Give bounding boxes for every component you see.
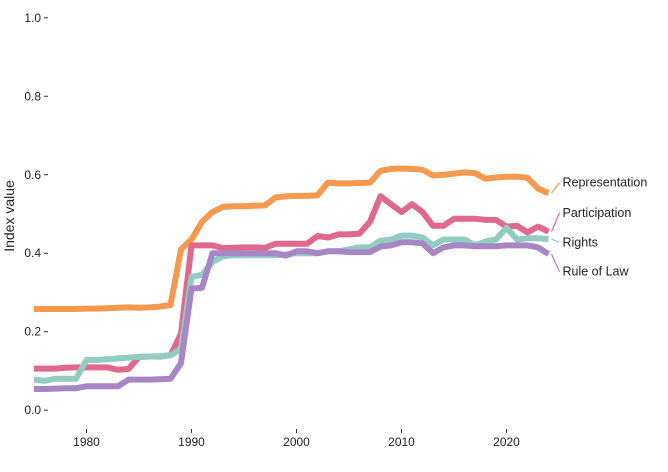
series-label-representation: Representation	[563, 176, 648, 190]
label-leader-representation	[551, 182, 560, 194]
x-tick-label: 2010	[388, 435, 415, 449]
y-tick-label: 0.8	[24, 89, 41, 103]
label-leader-participation	[550, 212, 561, 232]
x-tick-label: 2000	[283, 435, 310, 449]
y-tick-label: 0.6	[24, 168, 41, 182]
y-tick-label: 0.4	[24, 246, 41, 260]
x-tick-label: 1980	[73, 435, 100, 449]
label-leader-rights	[551, 238, 560, 243]
y-tick-label: 0.0	[24, 403, 41, 417]
series-layer	[33, 165, 551, 392]
series-label-rights: Rights	[563, 235, 598, 249]
x-tick-label: 1990	[178, 435, 205, 449]
series-line-representation	[34, 165, 550, 312]
series-label-participation: Participation	[563, 206, 632, 220]
series-line-participation	[34, 193, 550, 373]
label-leader-rule-of-law	[550, 253, 561, 272]
x-tick-label: 2020	[493, 435, 520, 449]
series-labels: Representation Participation Rights Rule of…	[550, 176, 648, 279]
y-tick-label: 0.2	[24, 325, 41, 339]
y-tick-label: 1.0	[24, 11, 41, 25]
series-line-rule-of-law	[34, 239, 551, 392]
series-label-rule-of-law: Rule of Law	[563, 265, 630, 279]
x-axis: 1980 1990 2000 2010 2020	[73, 429, 520, 449]
y-axis-title: Index value	[1, 180, 17, 252]
y-axis: 0.0 0.2 0.4 0.6 0.8 1.0	[24, 11, 48, 417]
